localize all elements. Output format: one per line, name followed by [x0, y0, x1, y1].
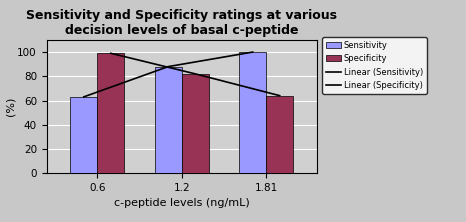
X-axis label: c-peptide levels (ng/mL): c-peptide levels (ng/mL) — [114, 198, 250, 208]
Bar — [97, 53, 124, 173]
Bar — [155, 67, 182, 173]
Legend: Sensitivity, Specificity, Linear (Sensitivity), Linear (Specificity): Sensitivity, Specificity, Linear (Sensit… — [322, 37, 426, 94]
Bar — [182, 74, 209, 173]
Bar — [239, 52, 266, 173]
Title: Sensitivity and Specificity ratings at various
decision levels of basal c-peptid: Sensitivity and Specificity ratings at v… — [26, 9, 337, 37]
Bar — [266, 96, 293, 173]
Bar — [70, 97, 97, 173]
Y-axis label: (%): (%) — [6, 97, 16, 116]
